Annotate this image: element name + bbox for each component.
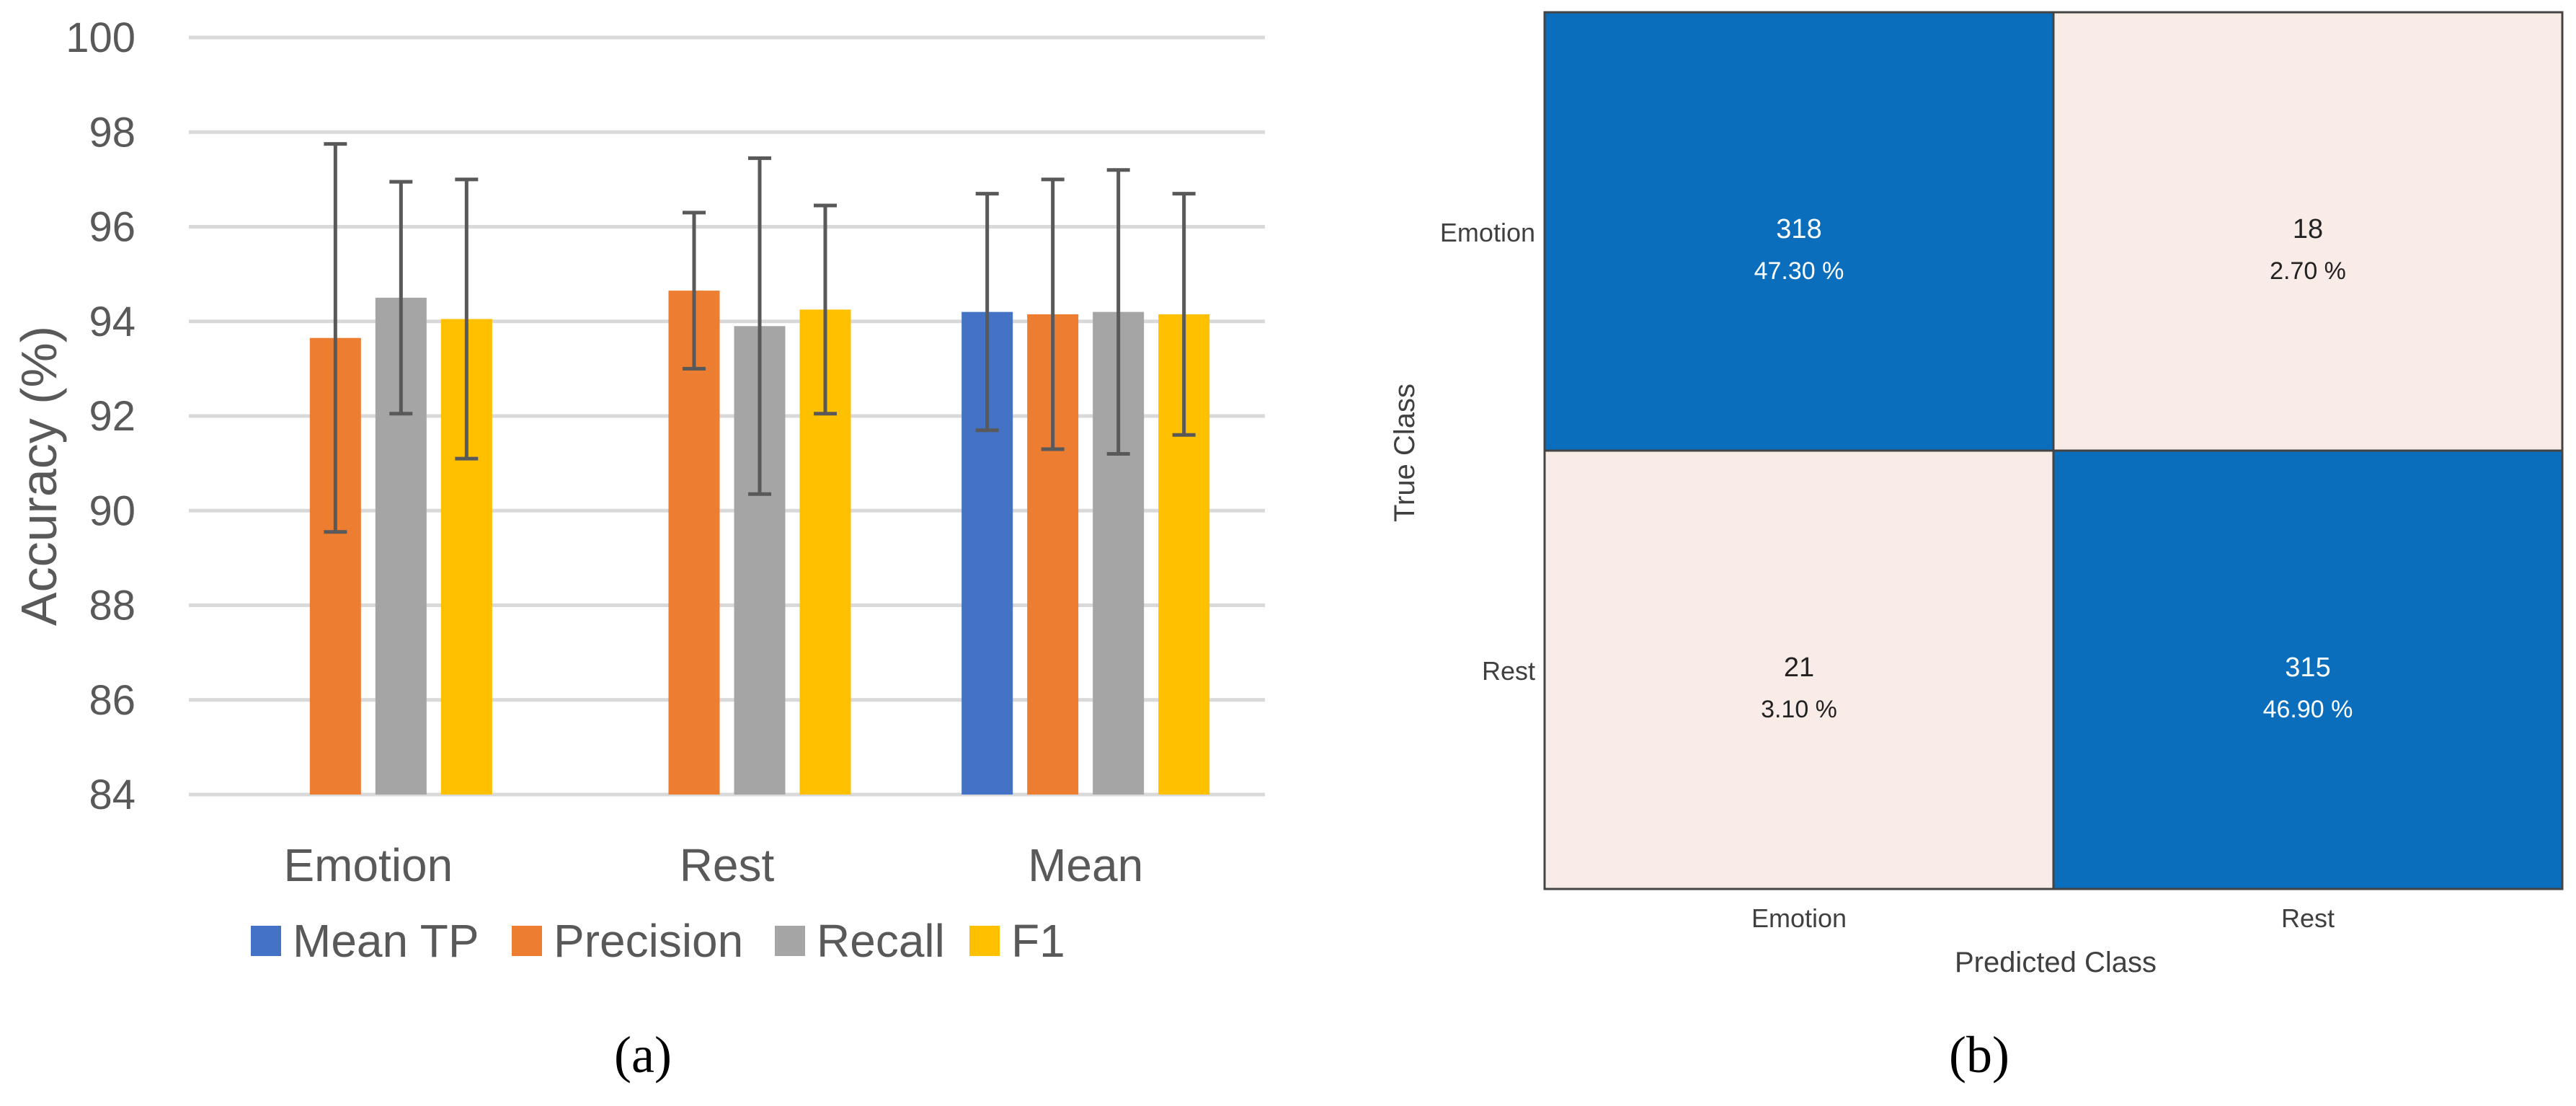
bar-precision — [668, 291, 720, 795]
y-tick-labels: 84 86 88 90 92 94 96 98 100 — [66, 14, 136, 818]
y-tick-label: 90 — [89, 487, 136, 534]
legend-label: Recall — [817, 915, 945, 967]
x-axis-title: Predicted Class — [1955, 947, 2157, 978]
x-category-label: Rest — [680, 839, 775, 891]
error-bar — [1041, 177, 1065, 451]
error-bar — [1106, 168, 1130, 456]
error-bar — [455, 177, 479, 461]
cell-percent: 2.70 % — [2270, 257, 2346, 285]
legend-swatch — [969, 926, 1000, 956]
y-tick-label: 88 — [89, 583, 136, 629]
cell-count: 18 — [2293, 214, 2323, 244]
error-bar — [683, 211, 706, 371]
legend-item: F1 — [969, 915, 1065, 967]
bar-chart: 84 86 88 90 92 94 96 98 100 Emotion Rest Mean Accu… — [11, 14, 1265, 1084]
cell-count: 315 — [2285, 652, 2330, 683]
cell-percent: 47.30 % — [1754, 257, 1844, 285]
y-class-label: Rest — [1482, 656, 1535, 686]
confusion-matrix-tick-labels: Emotion Rest Emotion Rest — [1440, 218, 2335, 933]
gridlines — [189, 35, 1265, 797]
error-bar — [324, 142, 347, 534]
error-bar — [389, 180, 413, 416]
y-tick-label: 98 — [89, 109, 136, 156]
error-bars — [324, 142, 1196, 534]
confusion-cell — [1543, 11, 2055, 452]
x-category-label: Mean — [1028, 839, 1143, 891]
y-tick-label: 100 — [66, 14, 136, 61]
confusion-matrix-cells — [1543, 11, 2564, 890]
cell-percent: 3.10 % — [1761, 696, 1837, 723]
x-class-label: Rest — [2281, 903, 2335, 933]
panel-label-a: (a) — [614, 1026, 672, 1084]
error-bar — [748, 156, 771, 496]
legend-label: F1 — [1011, 915, 1065, 967]
legend-item: Recall — [775, 915, 945, 967]
error-bar — [814, 203, 837, 416]
confusion-cell — [2052, 449, 2564, 890]
cell-count: 318 — [1776, 214, 1821, 244]
legend-swatch — [512, 926, 542, 956]
y-tick-label: 86 — [89, 677, 136, 724]
bars — [309, 291, 1210, 795]
panel-label-b: (b) — [1949, 1026, 2009, 1084]
x-category-label: Emotion — [283, 839, 453, 891]
legend: Mean TP Precision Recall F1 — [251, 915, 1065, 967]
legend-swatch — [251, 926, 281, 956]
legend-item: Mean TP — [251, 915, 479, 967]
legend-swatch — [775, 926, 805, 956]
legend-label: Precision — [554, 915, 743, 967]
confusion-matrix-values: 318 47.30 % 18 2.70 % 21 3.10 % 315 46.90 % — [1754, 214, 2353, 723]
confusion-cell — [2052, 11, 2564, 452]
cell-count: 21 — [1784, 652, 1814, 683]
cell-percent: 46.90 % — [2263, 696, 2353, 723]
error-bar — [1172, 192, 1196, 437]
legend-item: Precision — [512, 915, 743, 967]
confusion-matrix: 318 47.30 % 18 2.70 % 21 3.10 % 315 46.90 % Emo… — [1389, 11, 2564, 1084]
y-tick-label: 84 — [89, 771, 136, 818]
legend-label: Mean TP — [293, 915, 479, 967]
x-class-label: Emotion — [1751, 903, 1847, 933]
y-class-label: Emotion — [1440, 218, 1535, 247]
y-tick-label: 94 — [89, 298, 136, 345]
x-category-labels: Emotion Rest Mean — [283, 839, 1143, 891]
y-tick-label: 92 — [89, 393, 136, 440]
y-axis-title-cm: True Class — [1389, 384, 1421, 522]
y-tick-label: 96 — [89, 204, 136, 251]
confusion-cell — [1543, 449, 2055, 890]
error-bar — [975, 192, 999, 433]
y-axis-title: Accuracy (%) — [11, 326, 67, 626]
